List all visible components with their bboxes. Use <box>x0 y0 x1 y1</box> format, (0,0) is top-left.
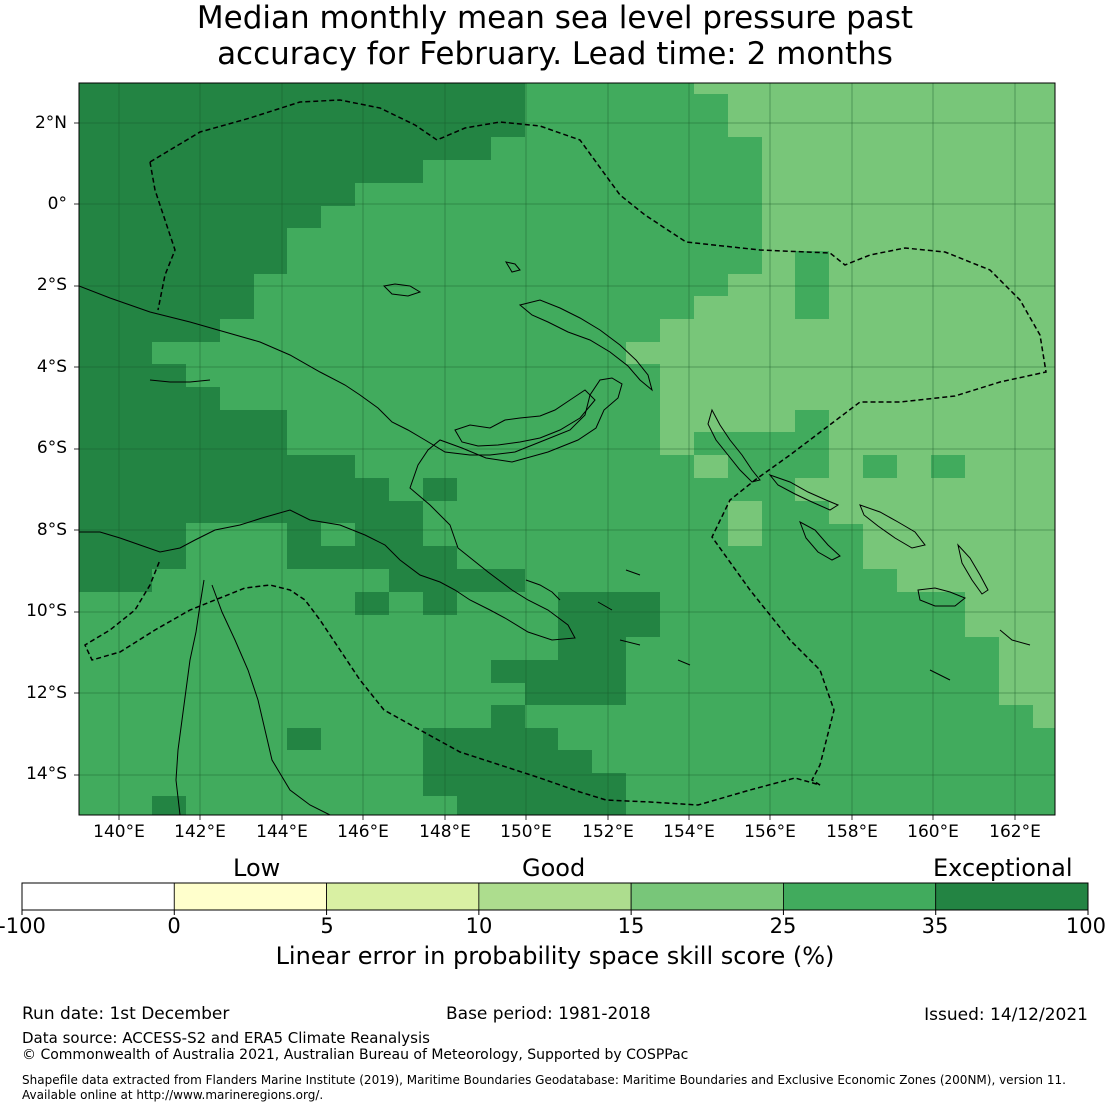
base-period: Base period: 1981-2018 <box>446 1004 651 1024</box>
new-britain-coast <box>518 299 653 392</box>
colorbar-caption: Linear error in probability space skill … <box>275 942 835 970</box>
lat-label-2s: 2°S <box>36 275 67 295</box>
lon-label-154e: 154°E <box>663 822 715 842</box>
skill-cell-exceptional <box>152 796 186 815</box>
solomon-islands-coast-2 <box>859 504 926 549</box>
skill-cell-good-mid <box>728 501 762 546</box>
lon-label-140e: 140°E <box>93 822 145 842</box>
colorbar-tick: 25 <box>769 914 797 938</box>
skill-cell-good <box>795 251 829 319</box>
solomon-islands-coast-4 <box>957 543 989 595</box>
colorbar-tick: 10 <box>465 914 493 938</box>
lat-label-8s: 8°S <box>36 520 67 540</box>
skill-region-exceptional-coral-sea <box>491 592 660 705</box>
colorbar-category-low: Low <box>233 854 281 882</box>
skill-region-exceptional-south <box>423 705 626 815</box>
colorbar-tick: 15 <box>617 914 645 938</box>
lat-label-14s: 14°S <box>26 764 67 784</box>
colorbar-category-exceptional: Exceptional <box>933 854 1073 882</box>
lat-label-0: 0° <box>47 194 67 214</box>
colorbar-frame <box>21 882 1089 911</box>
lon-label-162e: 162°E <box>989 822 1041 842</box>
colorbar-segment <box>478 882 632 911</box>
copyright: © Commonwealth of Australia 2021, Austra… <box>22 1047 689 1063</box>
eez-boundary <box>84 99 1047 806</box>
data-source: Data source: ACCESS-S2 and ERA5 Climate … <box>22 1029 430 1047</box>
lon-label-158e: 158°E <box>826 822 878 842</box>
lon-label-160e: 160°E <box>907 822 959 842</box>
colorbar-segment <box>783 882 937 911</box>
shapefile-credit-line-1: Shapefile data extracted from Flanders M… <box>22 1073 1066 1087</box>
lon-label-150e: 150°E <box>500 822 552 842</box>
lon-label-152e: 152°E <box>582 822 634 842</box>
colorbar-tick: 0 <box>167 914 181 938</box>
map-gridlines <box>74 83 1055 820</box>
issued-date: Issued: 14/12/2021 <box>924 1005 1088 1025</box>
solomon-islands-coast-3 <box>799 520 841 561</box>
solomon-islands-coast-5 <box>917 587 966 607</box>
colorbar-tick: 5 <box>320 914 334 938</box>
skill-cell-good-mid <box>694 455 728 478</box>
colorbar-segment <box>935 882 1089 911</box>
colorbar-tick: 100 <box>1065 914 1106 938</box>
colorbar-tick: 35 <box>921 914 949 938</box>
lat-label-10s: 10°S <box>26 601 67 621</box>
skill-cell-good <box>321 523 355 546</box>
colorbar-segment <box>173 882 327 911</box>
solomon-islands-coast-1 <box>768 473 840 511</box>
lon-label-156e: 156°E <box>744 822 796 842</box>
colorbar-tick: -100 <box>0 914 46 938</box>
colorbar-category-good: Good <box>522 854 586 882</box>
lat-label-4s: 4°S <box>36 357 67 377</box>
bougainville-coast <box>707 408 761 483</box>
new-ireland-coast <box>454 389 596 447</box>
map-frame <box>78 82 1056 816</box>
louisiade-islands <box>525 569 1031 681</box>
skill-cell-good-mid <box>626 342 660 364</box>
skill-cell-good <box>863 455 897 478</box>
skill-cell-exceptional <box>287 728 321 750</box>
lat-label-12s: 12°S <box>26 683 67 703</box>
admiralty-islands <box>149 261 521 383</box>
skill-region-exceptional-north <box>79 83 525 615</box>
coastlines <box>79 261 1031 815</box>
shapefile-credit-line-2: Available online at http://www.marinereg… <box>22 1088 324 1102</box>
png-eez-boundary <box>84 99 1047 806</box>
new-guinea-coast <box>79 285 623 641</box>
skill-cell-exceptional <box>355 592 389 615</box>
colorbar-segment <box>630 882 784 911</box>
run-date: Run date: 1st December <box>22 1004 230 1024</box>
colorbar-segment <box>326 882 480 911</box>
skill-cell-good <box>931 455 965 478</box>
colorbar-segment <box>21 882 175 911</box>
skill-cell-good-mid <box>795 478 829 501</box>
lat-label-6s: 6°S <box>36 438 67 458</box>
lon-label-148e: 148°E <box>419 822 471 842</box>
skill-region-good-mid-east <box>660 83 1055 728</box>
map-title-line-1: Median monthly mean sea level pressure p… <box>196 0 914 36</box>
lon-label-142e: 142°E <box>174 822 226 842</box>
lat-label-2n: 2°N <box>34 113 67 133</box>
lon-label-144e: 144°E <box>256 822 308 842</box>
map-title-line-2: accuracy for February. Lead time: 2 mont… <box>217 36 893 72</box>
skill-cell-good-mid <box>829 501 863 524</box>
lon-label-146e: 146°E <box>337 822 389 842</box>
cape-york-coast <box>175 579 331 815</box>
